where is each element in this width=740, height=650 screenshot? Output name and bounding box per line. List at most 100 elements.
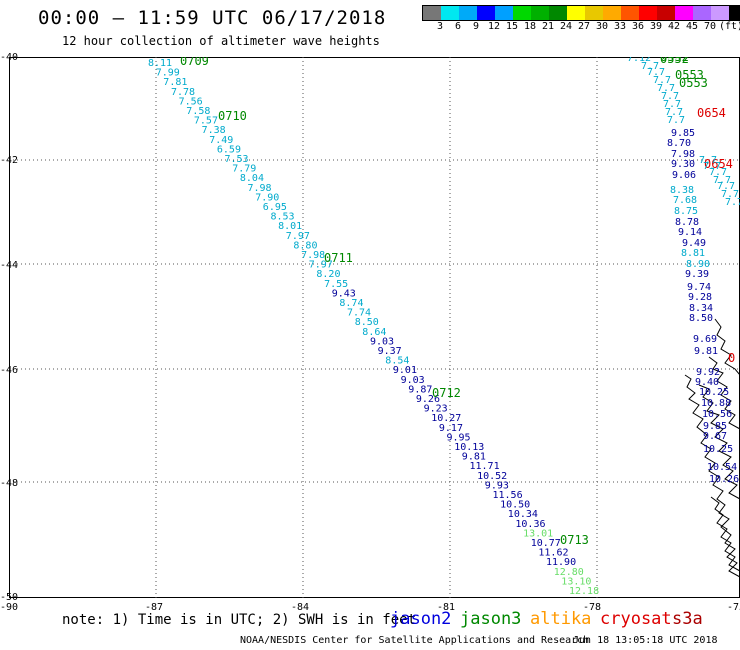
wave-height-label: 8.64 <box>362 327 386 338</box>
colorbar-swatch <box>567 6 585 20</box>
coastline-path <box>714 318 740 376</box>
colorbar-tick-label: 27 <box>577 21 591 32</box>
wave-height-label: 8.50 <box>689 313 713 324</box>
wave-height-label: 7.68 <box>673 195 697 206</box>
colorbar-swatch <box>639 6 657 20</box>
wave-height-label: 10.50 <box>500 500 530 511</box>
wave-height-label: 8.74 <box>339 298 363 309</box>
coastline-path <box>684 374 740 578</box>
colorbar-swatch <box>621 6 639 20</box>
wave-height-label: 10.34 <box>508 509 538 520</box>
wave-height-label: 12.18 <box>569 586 599 597</box>
map-subtitle: 12 hour collection of altimeter wave hei… <box>62 34 380 48</box>
note-text: note: 1) Time is in UTC; 2) SWH is in fe… <box>62 612 417 628</box>
wave-height-label: 8.38 <box>670 185 694 196</box>
colorbar-swatch <box>495 6 513 20</box>
wave-height-label: 7.7 <box>721 189 739 200</box>
latitude-label: -44 <box>0 260 19 271</box>
pass-time-label: 0711 <box>324 251 353 265</box>
coastline <box>684 318 740 578</box>
wave-height-label: 9.67 <box>703 431 727 442</box>
wave-height-label: 6.95 <box>263 202 287 213</box>
wave-height-label: 8.01 <box>278 221 302 232</box>
wave-height-label: 7.7 <box>713 175 731 186</box>
wave-height-label: 7.7 <box>709 167 727 178</box>
colorbar-tick-label: 18 <box>523 21 537 32</box>
wave-height-label: 7.49 <box>209 135 233 146</box>
wave-height-label: 9.14 <box>678 227 702 238</box>
wave-height-label: 11.56 <box>493 490 523 501</box>
wave-height-label: 9.03 <box>401 375 425 386</box>
legend-altika: altika <box>530 609 592 629</box>
colorbar-tick-label: (ft) <box>719 21 740 32</box>
wave-height-label: 8.34 <box>689 303 713 314</box>
wave-height-label: 7.90 <box>255 192 279 203</box>
wave-height-label: 6.59 <box>217 144 241 155</box>
wave-height-label: 7.97 <box>309 260 333 271</box>
colorbar-tick-label: 6 <box>454 21 462 32</box>
colorbar-swatch <box>477 6 495 20</box>
coastline-path <box>698 384 740 500</box>
wave-height-label: 8.70 <box>667 138 691 149</box>
wave-height-label: 7.7 <box>703 161 721 172</box>
wave-height-label: 9.26 <box>416 394 440 405</box>
latitude-label: -40 <box>0 52 19 63</box>
wave-height-label: 7.7 <box>653 75 671 86</box>
wave-height-label: 13.10 <box>561 576 591 587</box>
wave-height-label: 7.7 <box>647 67 665 78</box>
legend-jason2: jason2 <box>390 609 452 629</box>
wave-height-label: 9.92 <box>696 367 720 378</box>
longitude-label: -87 <box>145 602 164 613</box>
wave-height-label: 7.98 <box>671 149 695 160</box>
colorbar-swatch <box>513 6 531 20</box>
wave-height-label: 10.88 <box>701 398 731 409</box>
wave-height-label: 7.56 <box>179 96 203 107</box>
wave-height-label: 10.52 <box>477 471 507 482</box>
colorbar-tick-label: 30 <box>595 21 609 32</box>
wave-height-label: 9.17 <box>439 423 463 434</box>
wave-height-label: 9.81 <box>462 452 486 463</box>
colorbar-swatch <box>423 6 441 20</box>
wave-height-label: 7.7 <box>663 99 681 110</box>
wave-height-label: 9.39 <box>685 269 709 280</box>
footer-credit: NOAA/NESDIS Center for Satellite Applica… <box>240 635 590 646</box>
wave-height-label: 7.38 <box>202 125 226 136</box>
longitude-label: -90 <box>0 602 19 613</box>
colorbar-swatch <box>441 6 459 20</box>
wave-height-label: 8.20 <box>316 269 340 280</box>
wave-height-label: 8.75 <box>674 206 698 217</box>
colorbar-swatch <box>711 6 729 20</box>
colorbar-swatch <box>459 6 477 20</box>
colorbar-tick-label: 33 <box>613 21 627 32</box>
wave-height-label: 7.98 <box>301 250 325 261</box>
latitude-label: -50 <box>0 592 19 603</box>
wave-height-label: 7.58 <box>186 106 210 117</box>
colorbar-swatch <box>657 6 675 20</box>
wave-height-label: 7.53 <box>225 154 249 165</box>
wave-height-label: 8.54 <box>385 356 409 367</box>
wave-height-label: 7.7 <box>699 155 717 166</box>
wave-height-label: 9.69 <box>693 334 717 345</box>
pass-time-label: 0553 <box>679 76 708 90</box>
wave-height-label: 11.90 <box>546 557 576 568</box>
wave-height-label: 8.78 <box>675 217 699 228</box>
wave-height-label: 9.40 <box>695 377 719 388</box>
wave-height-label: 7.7 <box>717 181 735 192</box>
wave-height-label: 7.81 <box>163 77 187 88</box>
coastline-path <box>708 356 740 430</box>
colorbar-tick-label: 21 <box>541 21 555 32</box>
footer-timestamp: Jun 18 13:05:18 UTC 2018 <box>573 635 718 646</box>
wave-height-label: 7.7 <box>661 91 679 102</box>
wave-height-label: 9.03 <box>370 336 394 347</box>
pass-time-label: 0553 <box>675 68 704 82</box>
longitude-label: -75 <box>727 602 740 613</box>
wave-height-label: 9.01 <box>393 365 417 376</box>
colorbar-swatch <box>603 6 621 20</box>
pass-time-label: 0552 <box>660 57 689 64</box>
wave-height-label: 7.7 <box>657 83 675 94</box>
wave-height-label: 9.74 <box>687 282 711 293</box>
wave-height-label: 8.11 <box>148 58 172 69</box>
colorbar-swatch <box>585 6 603 20</box>
legend-jason3: jason3 <box>460 609 522 629</box>
wave-height-label: 7.79 <box>232 164 256 175</box>
